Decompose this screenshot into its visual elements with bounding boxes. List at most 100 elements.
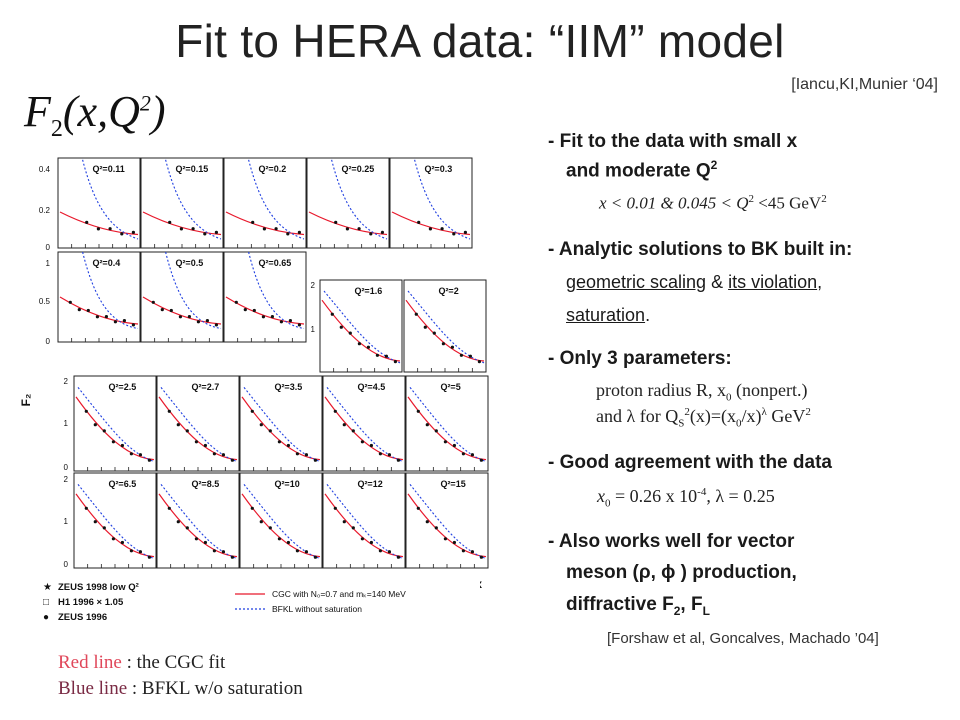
data-point (334, 220, 338, 224)
data-point (147, 458, 151, 462)
panel-9: Q²=1.6 (319, 279, 403, 373)
bfkl-curve (77, 387, 155, 463)
data-point (203, 540, 207, 545)
panel-label: Q²=1.6 (354, 286, 382, 296)
data-point (432, 331, 436, 335)
data-point (179, 227, 183, 231)
cgc-fit-curve (391, 211, 471, 236)
data-point (288, 319, 292, 323)
panel-label: Q²=0.4 (92, 258, 120, 268)
data-point (443, 440, 447, 444)
data-point (295, 452, 299, 456)
data-point (461, 549, 465, 553)
data-point (221, 453, 225, 457)
bullet-vector-meson-line2: meson (ρ, ϕ ) production, (566, 562, 797, 583)
data-point (68, 300, 72, 304)
panel-1: Q²=0.11 (57, 157, 141, 249)
panel-17: Q²=8.5 (156, 472, 240, 569)
panel-label: Q²=8.5 (191, 479, 219, 489)
cgc-fit-curve (407, 493, 487, 558)
data-point (384, 354, 388, 358)
data-point (443, 537, 447, 541)
panel-8: Q²=0.65 (223, 251, 307, 343)
data-point (360, 440, 364, 444)
cgc-fit-curve (75, 493, 155, 558)
data-point (104, 315, 108, 319)
y-tick-label: 0 (46, 337, 51, 346)
data-point (351, 526, 355, 530)
data-point (450, 345, 454, 349)
bfkl-curve (407, 290, 485, 364)
bfkl-curve (243, 484, 321, 560)
bfkl-curve (331, 159, 388, 240)
panel-16: Q²=6.5 (73, 472, 157, 569)
blue-line-note: Blue line : BFKL w/o saturation (58, 678, 303, 699)
data-point (459, 353, 463, 357)
data-point (297, 230, 301, 234)
data-point (369, 443, 373, 448)
data-point (304, 550, 308, 554)
data-point (129, 452, 133, 456)
panel-label: Q²=3.5 (274, 382, 302, 392)
y-axis-label: F₂ (20, 394, 33, 407)
legend-marker-filled-circle: ● (43, 612, 49, 623)
data-point (351, 429, 355, 433)
bfkl-curve (77, 484, 155, 560)
panel-label: Q²=0.5 (175, 258, 203, 268)
data-point (428, 227, 432, 231)
data-point (167, 506, 171, 510)
cgc-fit-curve (59, 296, 139, 325)
parameters-line2: proton radius R, x0 (nonpert.) (596, 380, 808, 404)
bfkl-curve (414, 159, 471, 240)
f2-figure: Q²=0.11 Q²=0.15 Q²=0.2 Q²=0.25 Q²=0.3 Q²=0.4 Q… (20, 157, 489, 626)
data-point (102, 429, 106, 433)
bullet-analytic: - Analytic solutions to BK built in: (548, 239, 853, 260)
data-point (214, 230, 218, 234)
panel-10: Q²=2 (403, 279, 487, 373)
data-point (111, 440, 115, 444)
data-point (286, 232, 290, 236)
bfkl-curve (165, 159, 222, 240)
data-point (342, 520, 346, 524)
bullet-analytic-line3: saturation. (566, 305, 651, 325)
panel-label: Q²=10 (274, 479, 299, 489)
data-point (191, 227, 195, 231)
data-point (129, 549, 133, 553)
data-point (366, 345, 370, 349)
data-point (259, 520, 263, 524)
data-point (369, 540, 373, 545)
figure-legend: ★ ZEUS 1998 low Q² □ H1 1996 × 1.05 ● ZEUS 19… (40, 578, 480, 626)
data-point (250, 506, 254, 510)
cgc-fit-curve (158, 493, 238, 558)
data-point (243, 308, 247, 312)
bullet-analytic-line2: geometric scaling & its violation, (566, 272, 823, 292)
parameters-line3: and λ for QS2(x)=(x0/x)λ GeV2 (596, 406, 811, 430)
y-tick-label: 1 (64, 517, 69, 526)
data-point (357, 227, 361, 231)
data-point (434, 429, 438, 433)
data-point (339, 325, 343, 329)
panel-label: Q²=2.5 (108, 382, 136, 392)
data-point (120, 232, 124, 236)
data-point (251, 220, 255, 224)
data-point (375, 353, 379, 357)
data-point (416, 409, 420, 413)
data-point (425, 520, 429, 524)
data-point (77, 308, 81, 312)
data-point (452, 540, 456, 545)
data-point (203, 443, 207, 448)
cgc-fit-curve (142, 296, 222, 325)
data-point (259, 423, 263, 427)
data-point (212, 549, 216, 553)
data-point (196, 320, 200, 324)
data-point (138, 453, 142, 457)
legend-marker-open-square: □ (43, 597, 49, 608)
data-point (452, 232, 456, 236)
data-point (417, 220, 421, 224)
data-point (93, 520, 97, 524)
data-point (393, 360, 397, 364)
data-point (178, 315, 182, 319)
cgc-fit-curve (241, 493, 321, 558)
bfkl-curve (326, 484, 404, 560)
legend-entry: ZEUS 1998 low Q² (58, 582, 139, 593)
